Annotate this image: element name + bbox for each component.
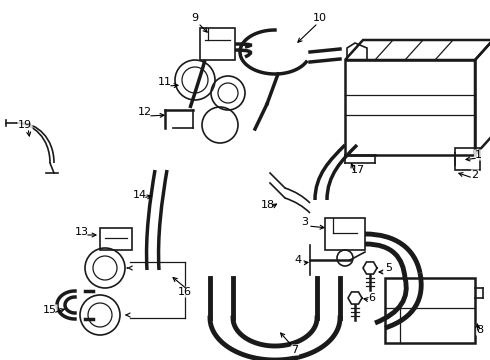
Text: 3: 3 (301, 217, 309, 227)
Text: 6: 6 (368, 293, 375, 303)
Text: 1: 1 (474, 150, 482, 160)
Text: 11: 11 (158, 77, 172, 87)
Text: 12: 12 (138, 107, 152, 117)
Bar (385, 278, 475, 343)
Bar (325, 218, 365, 250)
Text: 5: 5 (386, 263, 392, 273)
Text: 13: 13 (75, 227, 89, 237)
Text: 18: 18 (261, 200, 275, 210)
Text: 15: 15 (43, 305, 57, 315)
Text: 16: 16 (178, 287, 192, 297)
Text: 9: 9 (192, 13, 198, 23)
Text: 4: 4 (294, 255, 301, 265)
Text: 14: 14 (133, 190, 147, 200)
Text: 8: 8 (476, 325, 484, 335)
Text: 19: 19 (18, 120, 32, 130)
Text: 10: 10 (313, 13, 327, 23)
Text: 2: 2 (471, 170, 479, 180)
Text: 17: 17 (351, 165, 365, 175)
Text: 7: 7 (292, 345, 298, 355)
Bar (100, 228, 132, 250)
